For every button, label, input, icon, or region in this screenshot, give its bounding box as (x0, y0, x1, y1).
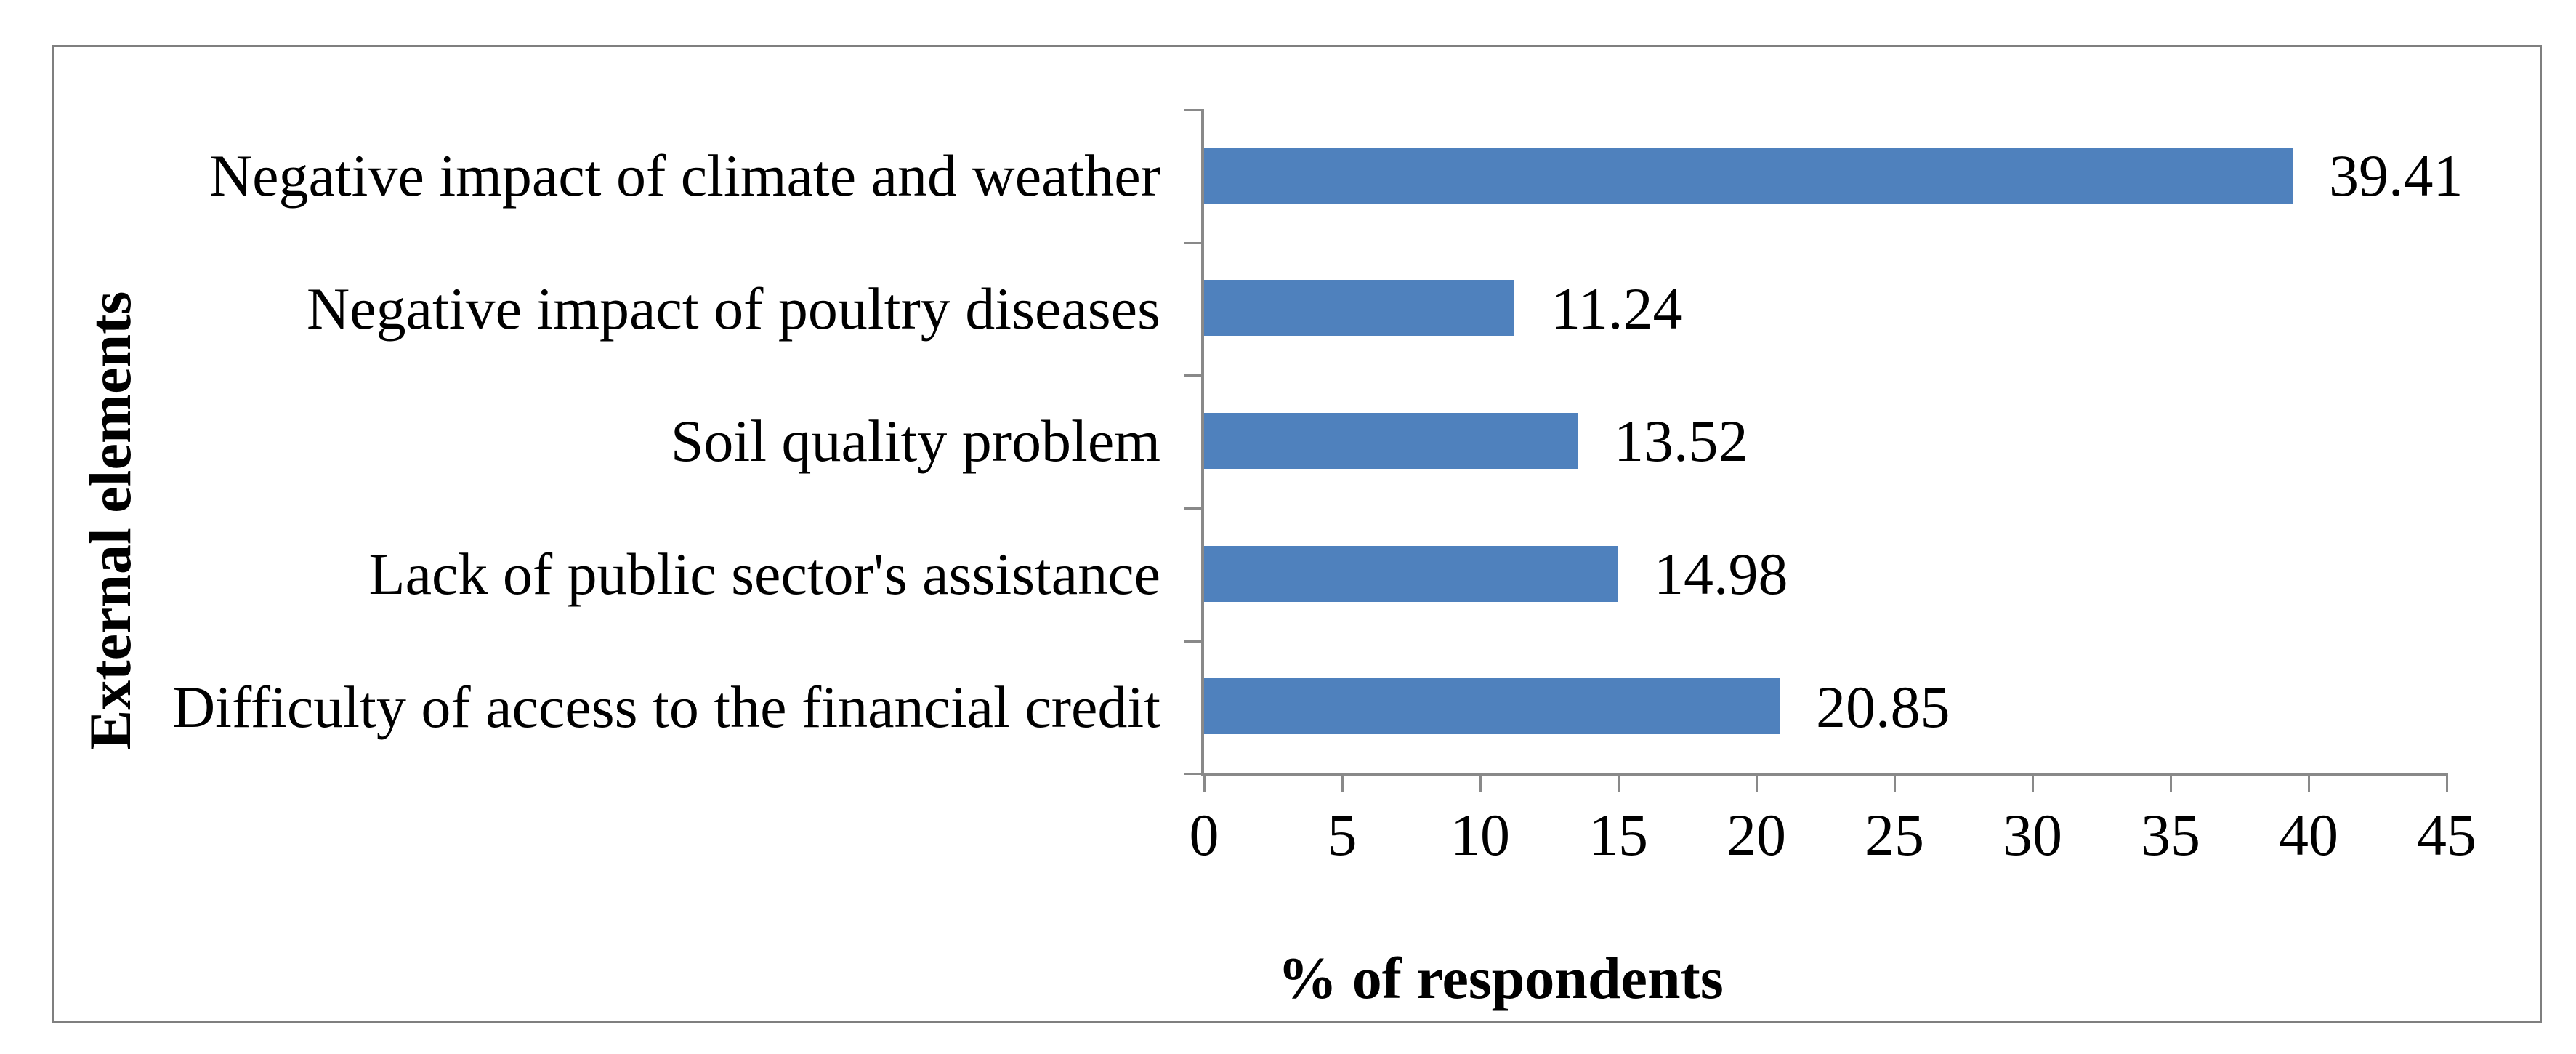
y-axis-tick (1184, 640, 1201, 643)
x-axis-tick (2032, 773, 2034, 792)
x-tick-label: 15 (1588, 802, 1648, 868)
bar (1204, 280, 1514, 336)
bar (1204, 148, 2293, 204)
category-label: Difficulty of access to the financial cr… (171, 673, 1160, 740)
value-label: 13.52 (1614, 407, 1748, 474)
bar (1204, 546, 1618, 602)
value-label: 11.24 (1551, 275, 1683, 342)
y-axis-tick (1184, 507, 1201, 510)
y-axis-tick (1184, 242, 1201, 244)
category-label: Negative impact of poultry diseases (307, 275, 1160, 342)
x-axis-tick (1756, 773, 1758, 792)
x-axis-line (1201, 773, 2447, 776)
value-label: 20.85 (1816, 673, 1950, 740)
x-axis-tick (1341, 773, 1344, 792)
x-axis-tick (1618, 773, 1620, 792)
x-tick-label: 35 (2141, 802, 2200, 868)
x-tick-label: 40 (2279, 802, 2338, 868)
value-label: 14.98 (1654, 540, 1788, 607)
category-label: Negative impact of climate and weather (209, 142, 1160, 209)
x-tick-label: 45 (2417, 802, 2476, 868)
x-axis-tick (2446, 773, 2448, 792)
y-axis-tick (1184, 109, 1201, 111)
y-axis-tick (1184, 773, 1201, 775)
x-axis-tick (1894, 773, 1896, 792)
value-label: 39.41 (2329, 142, 2463, 209)
x-tick-label: 25 (1865, 802, 1924, 868)
x-axis-tick (2308, 773, 2310, 792)
y-axis-line (1201, 109, 1204, 776)
chart-border (52, 45, 2542, 1023)
x-tick-label: 20 (1727, 802, 1786, 868)
x-tick-label: 10 (1450, 802, 1510, 868)
category-label: Lack of public sector's assistance (368, 540, 1160, 607)
x-axis-tick (1479, 773, 1482, 792)
bar (1204, 413, 1578, 469)
x-tick-label: 0 (1189, 802, 1219, 868)
x-axis-tick (2170, 773, 2172, 792)
bar (1204, 678, 1780, 734)
y-axis-tick (1184, 374, 1201, 377)
x-tick-label: 5 (1327, 802, 1357, 868)
x-axis-tick (1203, 773, 1206, 792)
x-axis-title: % of respondents (1277, 945, 1724, 1011)
category-label: Soil quality problem (670, 407, 1160, 474)
x-tick-label: 30 (2003, 802, 2062, 868)
